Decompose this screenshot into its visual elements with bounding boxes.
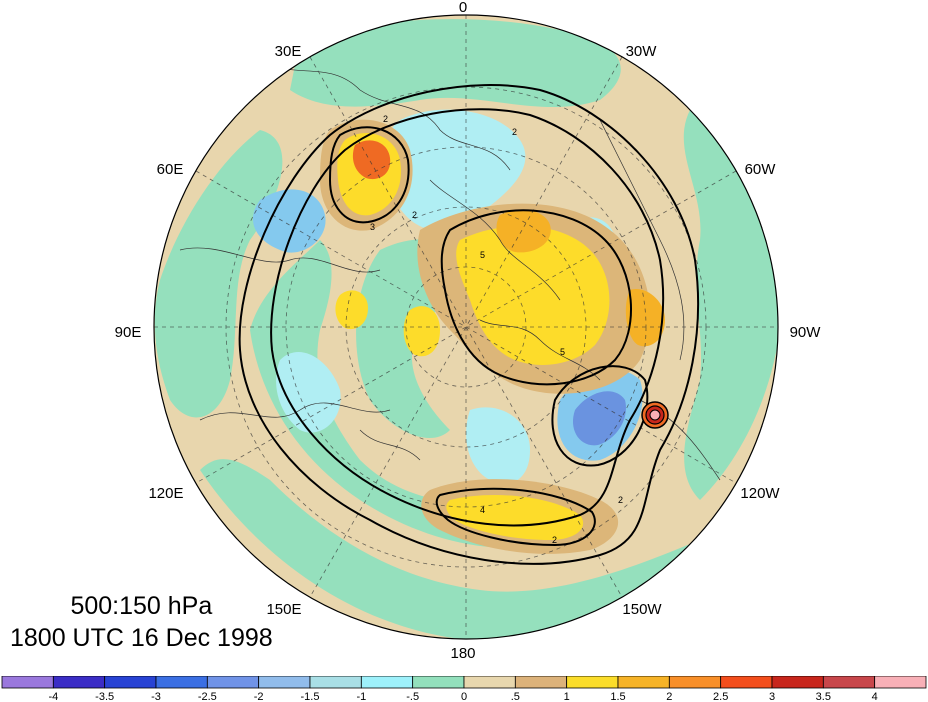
- region-neutral-band: [250, 240, 573, 548]
- colorbar-box: [668, 676, 722, 689]
- colorbar-label: 3.5: [816, 691, 831, 702]
- caption-level: 500:150 hPa: [70, 592, 213, 620]
- lon-label-30w: 30W: [626, 43, 658, 60]
- contours: [238, 84, 700, 565]
- colorbar-label: -3.5: [95, 691, 114, 702]
- colorbar-label: 3: [769, 691, 775, 702]
- contour-label: 2: [383, 114, 388, 124]
- region-positive-siberia: [335, 290, 368, 330]
- lon-label-30e: 30E: [275, 43, 302, 60]
- region-positive-pacific: [446, 495, 584, 540]
- region-negative-east-pacific-core: [572, 391, 626, 446]
- colorbar-label: 0: [461, 691, 467, 702]
- colorbar-box: [514, 676, 568, 689]
- region-negative-europe: [384, 109, 526, 231]
- colorbar-box: [617, 676, 670, 689]
- colorbar-labels: -4 -3.5 -3 -2.5 -2 -1.5 -1 -.5 0 .5 1 1.5 2 2.5 3 3.5 4: [48, 691, 877, 702]
- colorbar-label: 2.5: [713, 691, 728, 702]
- lon-label-150w: 150W: [622, 601, 662, 618]
- region-positive-strong-arctic: [496, 209, 551, 253]
- region-neutral-south: [200, 459, 700, 639]
- lon-label-120e: 120E: [148, 485, 183, 502]
- contour-label: 2: [512, 127, 517, 137]
- map-disc: 2 2 4 2 2 2 3 5 5: [154, 15, 778, 639]
- region-positive-central: [403, 306, 440, 357]
- contour-label: 2: [618, 495, 623, 505]
- colorbar-box: [360, 676, 414, 689]
- vortex-feature: [641, 401, 669, 429]
- contour-arctic: [440, 209, 632, 386]
- lon-label-120w: 120W: [740, 485, 780, 502]
- colorbar-boxes: [1, 676, 927, 689]
- map-border: [153, 14, 779, 640]
- colorbar-box: [822, 676, 876, 689]
- colorbar: -4 -3.5 -3 -2.5 -2 -1.5 -1 -.5 0 .5 1 1.5 2 2.5 3 3.5 4: [1, 676, 927, 702]
- colorbar-label: 4: [872, 691, 878, 702]
- contour-outer: [238, 84, 700, 565]
- colorbar-label: 1.5: [610, 691, 625, 702]
- colorbar-box: [412, 676, 465, 689]
- contour-east-pacific: [551, 365, 649, 467]
- contour-pacific: [435, 487, 596, 547]
- region-neutral-west: [154, 130, 283, 418]
- longitude-labels: 0 30W 60W 90W 120W 150W 180 150E 120E 90…: [115, 0, 822, 662]
- lon-label-60e: 60E: [157, 161, 184, 178]
- lon-label-0: 0: [459, 0, 467, 16]
- region-negative-asia: [252, 189, 326, 253]
- coastlines: [179, 59, 721, 481]
- lon-label-60w: 60W: [745, 161, 777, 178]
- region-negative-west-pacific: [276, 351, 341, 433]
- colorbar-label: -.5: [406, 691, 419, 702]
- lon-label-150e: 150E: [266, 601, 301, 618]
- colorbar-box: [463, 676, 516, 689]
- colorbar-label: -3: [151, 691, 161, 702]
- contour-label: 4: [480, 505, 485, 515]
- contour-label: 5: [480, 250, 485, 260]
- region-negative-central-pacific: [466, 407, 530, 484]
- region-positive-arctic: [456, 226, 610, 365]
- colorbar-label: 1: [564, 691, 570, 702]
- colorbar-label: -2.5: [198, 691, 217, 702]
- contour-inner: [270, 108, 665, 527]
- colorbar-box: [258, 676, 311, 689]
- polar-map: 2 2 4 2 2 2 3 5 5 0 30W 60W 90W 120W 150…: [115, 0, 822, 662]
- lon-label-90w: 90W: [790, 324, 822, 341]
- colorbar-box: [566, 676, 619, 689]
- caption-time: 1800 UTC 16 Dec 1998: [10, 624, 273, 652]
- contour-label: 3: [370, 222, 375, 232]
- colorbar-box: [309, 676, 362, 689]
- colorbar-label: -4: [48, 691, 58, 702]
- colorbar-label: 2: [666, 691, 672, 702]
- colorbar-box: [155, 676, 208, 689]
- colorbar-label: -1.5: [301, 691, 320, 702]
- colorbar-label: .5: [511, 691, 520, 702]
- contour-label: 2: [412, 210, 417, 220]
- colorbar-box: [1, 676, 54, 689]
- contour-label: 5: [560, 347, 565, 357]
- graticule: [154, 15, 778, 639]
- colorbar-label: -1: [356, 691, 366, 702]
- map-caption: 500:150 hPa 1800 UTC 16 Dec 1998: [10, 590, 273, 654]
- colorbar-box: [771, 676, 824, 689]
- colorbar-box: [874, 676, 927, 689]
- contour-label: 2: [552, 535, 557, 545]
- region-neutral-north: [290, 19, 621, 108]
- colorbar-box: [52, 676, 106, 689]
- colorbar-box: [720, 676, 773, 689]
- colorbar-box: [104, 676, 157, 689]
- lon-label-90e: 90E: [115, 324, 142, 341]
- region-positive-max-europe: [352, 140, 391, 180]
- lon-label-180: 180: [450, 645, 475, 662]
- contour-europe: [328, 126, 410, 224]
- colorbar-label: -2: [254, 691, 264, 702]
- colorbar-box: [206, 676, 260, 689]
